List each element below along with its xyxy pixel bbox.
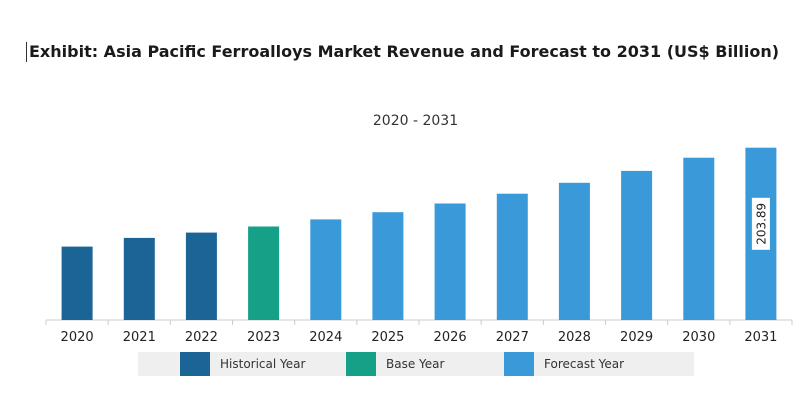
x-tick-label-2029: 2029 [620,330,653,345]
chart-title: Exhibit: Asia Pacific Ferroalloys Market… [26,42,779,62]
legend-swatch-base [346,352,376,376]
x-tick-label-2024: 2024 [309,330,342,345]
x-tick-label-2025: 2025 [371,330,404,345]
x-tick-label-2027: 2027 [496,330,529,345]
x-tick-label-2030: 2030 [682,330,715,345]
bar-2026 [434,203,466,320]
legend-label-forecast: Forecast Year [544,357,624,371]
chart-subtitle: 2020 - 2031 [372,113,459,129]
legend-swatch-historical [180,352,210,376]
data-label-2031: 203.89 [751,197,770,250]
bar-2022 [185,232,217,320]
x-tick-label-2031: 2031 [744,330,777,345]
x-tick-label-2026: 2026 [434,330,467,345]
bar-2021 [123,237,155,320]
legend-item-historical: Historical Year [180,352,305,376]
bar-2030 [683,157,715,320]
x-tick-label-2022: 2022 [185,330,218,345]
x-tick-label-2020: 2020 [61,330,94,345]
bar-2023 [248,226,280,320]
bar-2029 [621,170,653,320]
bar-2024 [310,219,342,320]
legend-label-base: Base Year [386,357,445,371]
data-label-box [751,197,770,250]
x-tick-label-2021: 2021 [123,330,156,345]
data-label-text: 203.89 [754,203,768,245]
bar-2028 [558,182,590,320]
legend-item-base: Base Year [346,352,444,376]
bar-2025 [372,212,404,320]
legend-swatch-forecast [504,352,534,376]
legend: Historical Year Base Year Forecast Year [138,352,694,376]
x-tick-label-2028: 2028 [558,330,591,345]
bar-2020 [61,246,93,320]
bar-2027 [496,193,528,320]
legend-item-forecast: Forecast Year [504,352,624,376]
x-tick-label-2023: 2023 [247,330,280,345]
legend-label-historical: Historical Year [220,357,306,371]
